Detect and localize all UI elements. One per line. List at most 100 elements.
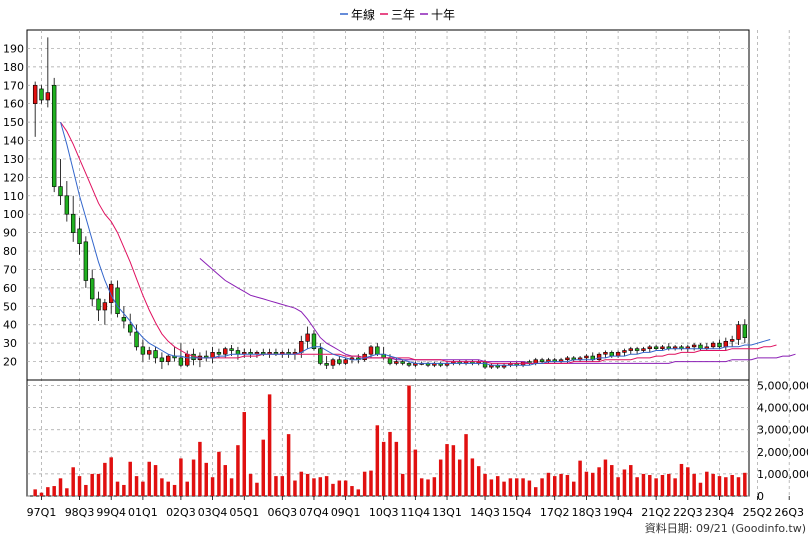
ma-annual-line — [60, 121, 771, 366]
volume-bar — [641, 473, 646, 496]
volume-bar — [356, 489, 361, 496]
x-tick-label: 19Q4 — [603, 506, 633, 519]
volume-bar — [58, 478, 63, 496]
price-tick-label: 130 — [3, 153, 24, 166]
candle-body — [622, 350, 627, 353]
volume-bar — [204, 462, 208, 496]
volume-bar — [134, 476, 139, 496]
volume-bar — [223, 465, 227, 496]
volume-bar — [217, 451, 221, 496]
volume-bar — [261, 439, 266, 496]
volume-bar — [166, 481, 170, 496]
volume-bar — [705, 471, 709, 496]
volume-bar — [629, 465, 633, 496]
volume-bar — [185, 481, 189, 496]
candle-body — [121, 317, 127, 322]
volume-bar — [172, 484, 177, 496]
x-tick-label: 21Q2 — [641, 506, 671, 519]
ma-10y-line — [199, 258, 796, 364]
volume-bar — [711, 473, 715, 496]
candle-body — [235, 350, 241, 355]
candle-body — [216, 352, 222, 355]
volume-bar — [616, 477, 620, 496]
candle-body — [596, 353, 602, 361]
x-tick-label: 26Q3 — [774, 506, 804, 519]
candle-body — [305, 333, 310, 342]
x-tick-label: 18Q3 — [572, 506, 602, 519]
candle-body — [717, 342, 722, 348]
candle-body — [736, 324, 741, 340]
volume-bar — [115, 481, 120, 496]
candle-body — [159, 357, 165, 362]
candle-body — [51, 84, 57, 187]
volume-axis-ticks: 0 1,000,000 2,000,000 3,000,000 4,000,000 5,0… — [757, 380, 808, 503]
legend-label-1: 三年 — [391, 8, 415, 22]
price-plot-area — [26, 29, 750, 381]
volume-bar — [679, 463, 684, 496]
candle-body — [634, 348, 640, 351]
volume-bar — [717, 476, 722, 496]
volume-bar — [96, 473, 101, 496]
volume-bar — [559, 473, 563, 496]
volume-tick-label: 3,000,000 — [757, 424, 808, 437]
candle-body — [311, 333, 317, 349]
x-tick-label: 03Q4 — [198, 506, 228, 519]
volume-bar — [400, 473, 405, 496]
price-panel: 20 30 40 50 60 70 80 90 100 110 120 130 140 150 160 170… — [3, 29, 796, 496]
candle-body — [64, 195, 70, 215]
volume-bar — [667, 473, 671, 496]
candle-body — [603, 352, 608, 355]
volume-bar — [350, 486, 354, 496]
volume-bar — [160, 478, 164, 496]
candle-body — [723, 341, 729, 348]
candle-body — [39, 88, 44, 101]
candle-body — [153, 350, 158, 359]
candle-body — [140, 346, 146, 355]
candle-body — [394, 361, 399, 364]
candle-body — [337, 359, 342, 364]
volume-bar — [242, 412, 247, 496]
price-tick-label: 50 — [3, 300, 17, 313]
candle-body — [115, 287, 120, 314]
candle-body — [647, 346, 652, 349]
volume-bar — [305, 473, 310, 496]
x-tick-label: 99Q4 — [96, 506, 126, 519]
candle-body — [400, 361, 405, 364]
x-tick-label: 15Q4 — [502, 506, 532, 519]
candle-body — [533, 359, 538, 364]
legend-label-0: 年線 — [351, 7, 375, 22]
candle-body — [330, 359, 336, 366]
volume-bar — [438, 459, 443, 496]
candle-body — [362, 353, 367, 361]
volume-bar — [648, 475, 652, 496]
candle-body — [565, 357, 570, 361]
volume-tick-label: 1,000,000 — [757, 468, 808, 481]
volume-bar — [426, 479, 430, 496]
price-tick-label: 110 — [3, 190, 24, 203]
x-tick-label: 22Q3 — [673, 506, 703, 519]
volume-tick-label: 2,000,000 — [757, 446, 808, 459]
candle-body — [45, 92, 51, 101]
volume-tick-label: 5,000,000 — [757, 380, 808, 393]
ma-3y-line — [60, 121, 777, 364]
volume-bar — [527, 480, 532, 496]
volume-bar — [375, 425, 380, 496]
volume-bar — [514, 478, 519, 496]
volume-bar — [90, 473, 94, 496]
candle-body — [539, 359, 545, 362]
candle-body — [77, 228, 82, 244]
volume-tick-label: 4,000,000 — [757, 402, 808, 415]
volume-bar — [362, 471, 367, 496]
volume-bar — [33, 489, 37, 496]
price-tick-label: 40 — [3, 319, 17, 332]
volume-bar — [584, 471, 589, 496]
volume-bar — [591, 472, 595, 496]
volume-bar — [673, 478, 677, 496]
price-tick-label: 180 — [3, 61, 24, 74]
x-tick-label: 02Q3 — [166, 506, 196, 519]
volume-bar — [179, 458, 183, 496]
candle-body — [83, 241, 89, 281]
x-tick-label: 10Q3 — [369, 506, 399, 519]
candle-body — [660, 346, 665, 349]
volume-bar — [286, 434, 291, 496]
